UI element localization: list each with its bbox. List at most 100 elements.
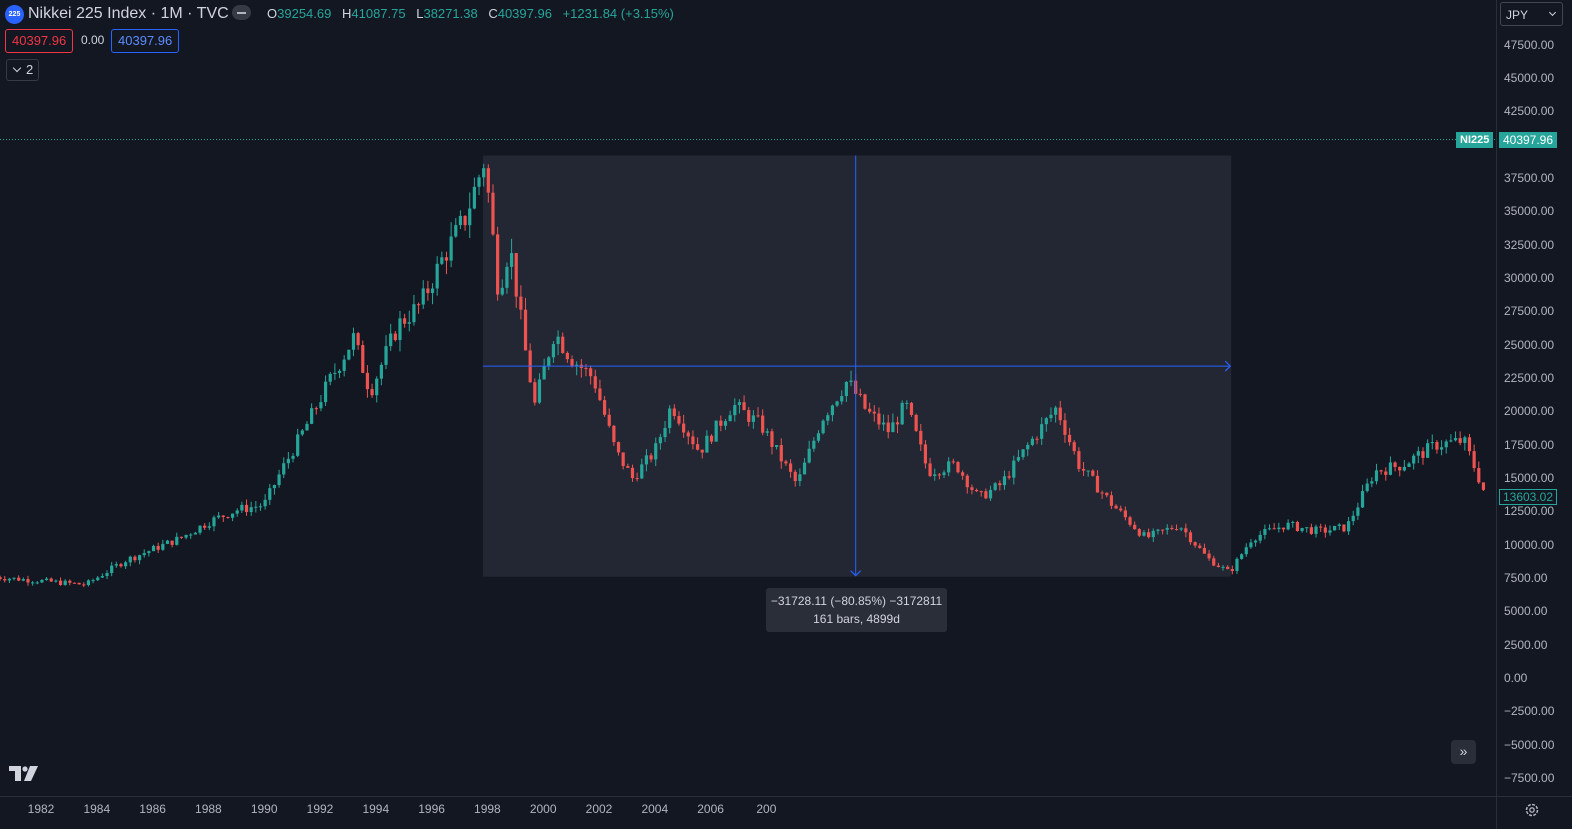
- candle-body: [77, 582, 81, 585]
- time-axis-label: 2002: [585, 802, 613, 816]
- scroll-to-realtime-button[interactable]: »: [1451, 740, 1476, 764]
- candle-body: [1100, 492, 1104, 494]
- gear-icon[interactable]: [1524, 802, 1540, 823]
- candle-body: [1119, 508, 1123, 511]
- candle-body: [616, 442, 621, 453]
- candle-body: [1286, 522, 1290, 530]
- candle-body: [807, 448, 811, 463]
- candle-body: [784, 461, 788, 464]
- measure-bars-text: 161 bars, 4899d: [813, 612, 900, 626]
- candle-body: [961, 472, 965, 476]
- price-axis-label: 47500.00: [1504, 37, 1555, 52]
- candle-body: [542, 366, 546, 380]
- candle-body: [272, 485, 277, 489]
- candle-body: [798, 474, 802, 482]
- candle-body: [1426, 443, 1430, 458]
- candle-body: [444, 257, 449, 261]
- candle-body: [468, 208, 472, 226]
- candle-body: [1193, 542, 1197, 546]
- candle-body: [170, 540, 174, 545]
- candle-body: [384, 346, 388, 365]
- time-axis-label: 1990: [250, 802, 278, 816]
- candle-body: [1067, 434, 1072, 443]
- chart-title[interactable]: Nikkei 225 Index · 1M · TVC: [28, 5, 229, 22]
- candle-body: [974, 489, 979, 492]
- candle-body: [830, 405, 835, 416]
- candle-body: [1277, 527, 1281, 530]
- collapse-legend-button[interactable]: [232, 5, 251, 20]
- candle-body: [351, 333, 356, 350]
- candle-body: [988, 489, 993, 499]
- candle-body: [1230, 569, 1234, 571]
- candle-body: [505, 266, 509, 288]
- high-key: H: [341, 6, 352, 21]
- candle-body: [3, 579, 7, 581]
- candle-body: [840, 396, 844, 402]
- price-chart-canvas[interactable]: [0, 0, 1496, 796]
- candle-body: [821, 420, 825, 434]
- candle-body: [435, 263, 439, 289]
- candle-body: [142, 553, 146, 556]
- candle-body: [1258, 534, 1262, 541]
- price-axis-divider: [1496, 0, 1497, 829]
- candle-body: [514, 253, 518, 297]
- candle-body: [82, 584, 86, 586]
- candle-body: [1291, 521, 1295, 523]
- sell-button[interactable]: 40397.96: [5, 29, 74, 53]
- candle-body: [221, 515, 225, 518]
- time-axis-label: 1986: [139, 802, 166, 816]
- candle-body: [761, 415, 765, 433]
- candle-body: [886, 422, 890, 433]
- candle-body: [379, 364, 383, 379]
- candle-body: [1021, 449, 1025, 458]
- candle-body: [68, 580, 72, 583]
- candle-body: [1305, 527, 1309, 529]
- candle-body: [877, 413, 881, 425]
- candle-body: [765, 431, 769, 433]
- candle-body: [589, 368, 593, 377]
- indicators-toggle-button[interactable]: 2: [6, 59, 40, 81]
- candle-body: [449, 236, 453, 261]
- buy-button[interactable]: 40397.96: [111, 29, 180, 53]
- candle-body: [49, 578, 53, 582]
- candle-body: [891, 422, 895, 433]
- candle-body: [193, 532, 197, 535]
- candle-body: [263, 499, 267, 507]
- candle-body: [756, 415, 760, 417]
- candle-body: [1253, 540, 1258, 543]
- price-axis-label: 30000.00: [1504, 271, 1555, 286]
- candle-body: [477, 177, 481, 187]
- candle-body: [812, 440, 816, 449]
- candle-body: [677, 415, 681, 424]
- candle-body: [310, 408, 314, 424]
- candle-body: [602, 400, 607, 415]
- candle-body: [1360, 491, 1365, 508]
- candle-body: [156, 545, 160, 550]
- candle-body: [1216, 565, 1220, 567]
- candle-body: [788, 463, 793, 472]
- candle-body: [551, 344, 556, 358]
- candle-body: [1374, 470, 1379, 482]
- candle-body: [1156, 529, 1160, 531]
- candle-body: [370, 389, 374, 396]
- candle-body: [779, 445, 783, 462]
- candle-body: [1235, 558, 1239, 571]
- currency-select[interactable]: JPY: [1500, 2, 1563, 26]
- candle-body: [240, 504, 244, 511]
- candle-body: [1356, 507, 1360, 516]
- candle-body: [463, 215, 467, 226]
- candle-body: [1444, 441, 1448, 448]
- candle-body: [249, 507, 253, 512]
- candle-body: [905, 402, 909, 404]
- candle-body: [1165, 527, 1169, 530]
- candle-body: [775, 445, 779, 447]
- candle-body: [1430, 442, 1434, 444]
- tradingview-logo[interactable]: [8, 764, 40, 789]
- candle-body: [719, 420, 723, 426]
- candle-body: [1147, 532, 1151, 538]
- price-axis-label: 2500.00: [1504, 637, 1548, 652]
- candle-body: [649, 455, 653, 460]
- candle-body: [1309, 527, 1313, 534]
- symbol-logo-icon[interactable]: 225: [5, 5, 24, 24]
- indicators-count: 2: [26, 62, 34, 77]
